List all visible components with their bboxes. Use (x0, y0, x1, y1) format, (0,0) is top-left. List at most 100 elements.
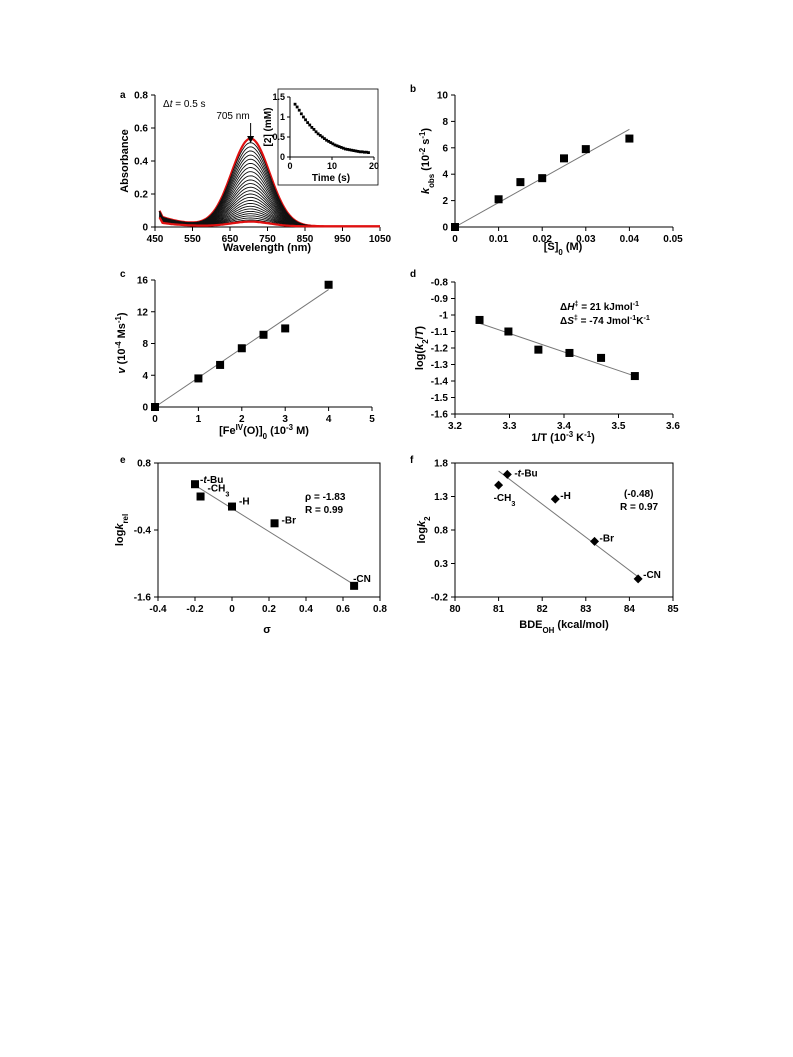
y-axis-title-part: obs (427, 173, 436, 188)
x-axis-title: σ (263, 624, 271, 636)
data-point (550, 494, 560, 504)
x-tick-label: 1050 (369, 234, 392, 245)
annotation-dt-part: = 0.5 s (172, 99, 205, 110)
x-tick-label: 3 (282, 414, 288, 425)
annotation-dt: Δt = 0.5 s (163, 99, 206, 110)
annotation-ds-part: Δ (560, 316, 567, 327)
y-tick-label: 12 (137, 307, 149, 318)
y-axis-title-part: ) (414, 326, 426, 330)
y-tick-label: -1.6 (134, 593, 152, 604)
x-axis-title: [FeIV(O)]0 (10-3 M) (219, 423, 309, 441)
annotation-dh-part: ‡ (574, 299, 578, 308)
x-tick-label: 450 (147, 234, 164, 245)
annotation-ds-part: = -74 Jmol (578, 316, 630, 327)
point-label-part: -Bu (521, 468, 538, 479)
point-label: -H (560, 491, 571, 502)
data-point (228, 502, 236, 511)
inset-y-tick-label: 0 (280, 152, 285, 162)
x-tick-label: 0.2 (262, 604, 276, 615)
x-tick-label: 4 (326, 414, 332, 425)
inset-data-point (341, 146, 345, 150)
data-point (151, 403, 159, 411)
y-axis-title-part: (10 (420, 155, 432, 174)
x-tick-label: 550 (184, 234, 201, 245)
inset-x-tick-label: 10 (327, 161, 337, 171)
x-tick-label: 81 (493, 604, 505, 615)
annotation-rho: ρ = -1.83 (305, 492, 346, 503)
inset-data-point (350, 148, 354, 152)
y-axis-title-part: k (416, 520, 428, 527)
point-label: -Br (600, 533, 615, 544)
x-axis-title: Wavelength (nm) (223, 242, 312, 254)
data-point (494, 480, 504, 490)
x-tick-label: -0.2 (186, 604, 204, 615)
inset-data-point (331, 142, 335, 146)
annotation-dh: ΔH‡ = 21 kJmol-1 (560, 299, 639, 314)
inset-data-point (352, 149, 356, 152)
data-point (270, 519, 279, 528)
x-axis-title-part: -3 (286, 423, 294, 432)
data-point (281, 324, 290, 333)
annotation-ds-part: ‡ (574, 313, 578, 322)
inset-x-tick-label: 20 (369, 161, 379, 171)
y-tick-label: 8 (142, 339, 148, 350)
inset: 0 10 20 0 0.5 1 1.5 Time (s) [2] (mM) (263, 88, 379, 186)
inset-data-point (320, 135, 324, 139)
inset-data-point (308, 123, 312, 127)
x-tick-label: 2 (239, 414, 245, 425)
y-tick-label: -0.4 (134, 526, 152, 537)
x-tick-label: 85 (667, 604, 679, 615)
data-point (502, 469, 512, 479)
y-axis-title-part: ) (116, 312, 128, 316)
fit-line (498, 470, 639, 578)
y-axis-title-part: Ms (116, 323, 128, 341)
y-axis-title: v (10-4 Ms-1) (114, 312, 129, 374)
annotation-dt-part: t (170, 99, 174, 110)
inset-y-axis-title-part: [2] (mM) (263, 108, 274, 147)
data-point (191, 480, 199, 489)
y-tick-label: 0.3 (434, 559, 448, 570)
y-tick-label: -1.4 (431, 377, 449, 388)
inset-y-axis-title: [2] (mM) (263, 108, 274, 147)
panel-letter: a (120, 90, 126, 101)
inset-data-point (327, 140, 331, 143)
x-tick-label: 0.4 (299, 604, 313, 615)
inset-x-tick-label: 0 (287, 161, 292, 171)
data-point (581, 145, 590, 154)
x-axis-title-part: (M) (563, 241, 583, 253)
x-tick-label: 3.4 (557, 421, 571, 432)
data-point (504, 327, 513, 336)
y-tick-label: 0 (142, 223, 148, 234)
annotation-dh-part: -1 (633, 299, 639, 308)
inset-x-axis-title-part: Time (s) (312, 173, 350, 184)
y-axis-title: kobs (10-2 s-1) (418, 128, 436, 194)
inset-data-point (339, 146, 343, 149)
y-axis-title-part: log (114, 530, 126, 547)
inset-data-point (335, 144, 339, 148)
x-tick-label: 0.03 (576, 234, 596, 245)
data-point (216, 360, 225, 369)
inset-data-point (329, 141, 333, 144)
data-point (196, 492, 205, 501)
data-point (633, 574, 643, 584)
x-tick-label: 1 (196, 414, 202, 425)
inset-data-point (318, 134, 322, 137)
y-tick-label: -1.6 (431, 410, 449, 421)
y-tick-label: 16 (137, 276, 149, 287)
x-axis-title: 1/T (10-3 K-1) (531, 430, 595, 445)
y-tick-label: 0.8 (434, 526, 448, 537)
x-tick-label: 3.3 (503, 421, 517, 432)
data-point (597, 353, 606, 362)
spectrum-trace-red (158, 216, 380, 228)
y-tick-label: -0.2 (431, 593, 449, 604)
y-tick-label: -1.2 (431, 344, 449, 355)
y-axis-title-part: T (414, 328, 426, 336)
y-tick-label: 0.4 (134, 157, 148, 168)
x-tick-label: 0.6 (336, 604, 350, 615)
y-axis-title-part: -1 (114, 315, 123, 323)
inset-data-point (346, 148, 349, 151)
y-tick-label: -0.8 (431, 278, 449, 289)
x-axis-title-part: M) (293, 425, 309, 437)
